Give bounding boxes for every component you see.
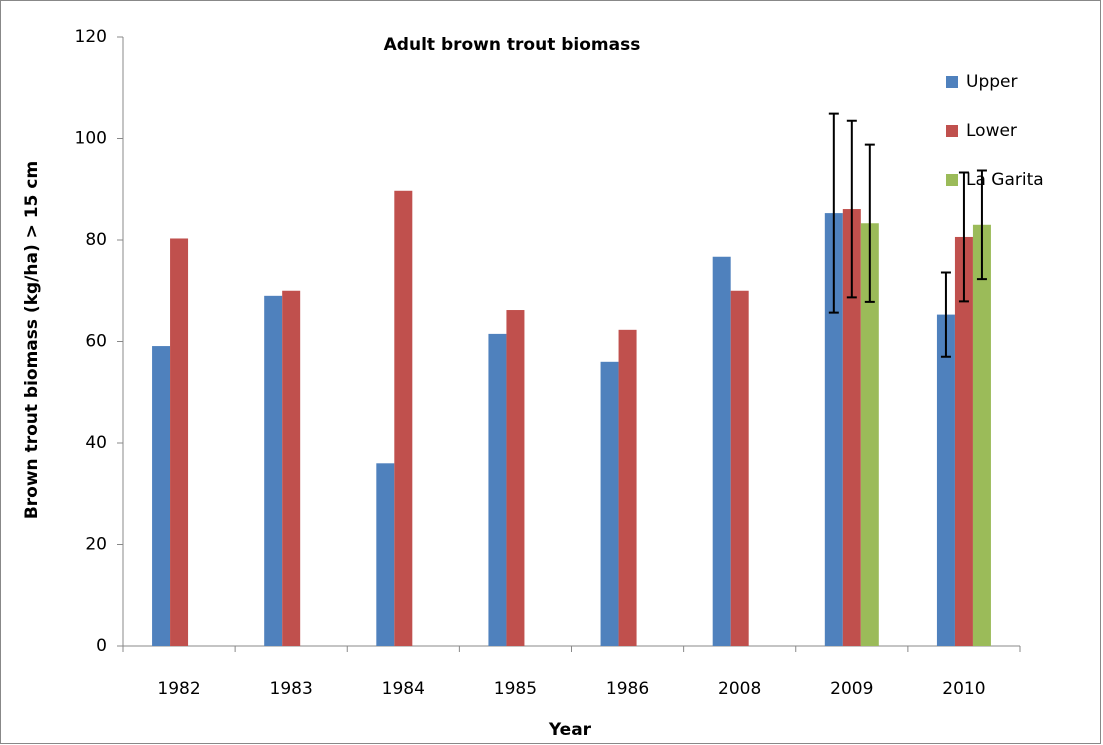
bar xyxy=(936,314,955,646)
x-tick-label: 1984 xyxy=(382,679,425,699)
bar xyxy=(824,213,843,647)
error-bar xyxy=(846,119,857,299)
x-tick-label: 2008 xyxy=(718,679,761,699)
bar xyxy=(712,256,731,646)
y-tick-label: 60 xyxy=(85,332,107,352)
legend-swatch xyxy=(946,76,958,88)
bar xyxy=(842,209,861,647)
x-tick-label: 1985 xyxy=(494,679,537,699)
bar xyxy=(600,361,619,646)
bar xyxy=(618,329,637,646)
bar xyxy=(264,295,283,646)
y-tick-label: 80 xyxy=(85,230,107,250)
x-tick-label: 1983 xyxy=(270,679,313,699)
bar xyxy=(282,290,301,646)
bar xyxy=(152,346,171,646)
legend-label: Upper xyxy=(966,72,1017,92)
y-tick-label: 0 xyxy=(96,636,107,656)
x-tick-label: 1982 xyxy=(157,679,200,699)
x-tick-label: 2009 xyxy=(830,679,873,699)
error-bar xyxy=(940,271,951,358)
legend-label: Lower xyxy=(966,121,1017,141)
legend-swatch xyxy=(946,174,958,186)
error-bar xyxy=(958,171,969,303)
y-axis-label: Brown trout biomass (kg/ha) > 15 cm xyxy=(22,161,42,519)
bar xyxy=(488,333,507,646)
bar xyxy=(954,236,973,646)
y-tick-label: 40 xyxy=(85,433,107,453)
y-tick-label: 100 xyxy=(75,129,107,149)
bar xyxy=(170,238,189,647)
chart-title: Adult brown trout biomass xyxy=(384,35,641,55)
bar xyxy=(394,190,413,646)
y-tick-label: 20 xyxy=(85,535,107,555)
y-tick-label: 120 xyxy=(75,27,107,47)
error-bar xyxy=(828,112,839,314)
x-tick-label: 1986 xyxy=(606,679,649,699)
error-bar xyxy=(976,169,987,281)
error-bar xyxy=(864,143,875,303)
bar xyxy=(860,223,879,646)
bar xyxy=(376,463,395,646)
legend-swatch xyxy=(946,125,958,137)
x-tick-label: 2010 xyxy=(942,679,985,699)
x-axis-label: Year xyxy=(548,720,592,740)
bar xyxy=(730,290,749,646)
legend-label: La Garita xyxy=(966,170,1044,190)
bar xyxy=(972,224,991,646)
bar xyxy=(506,310,525,646)
